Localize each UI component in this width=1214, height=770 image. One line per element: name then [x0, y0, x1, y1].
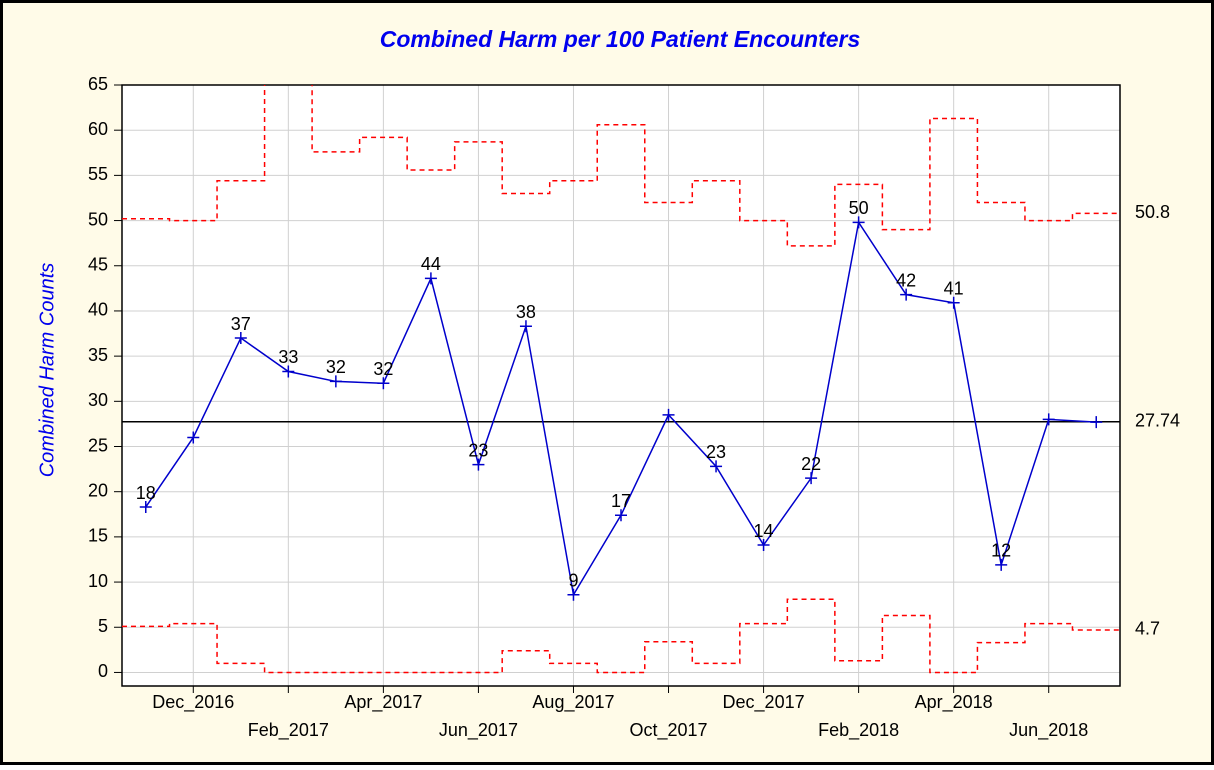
y-tick-label: 20	[88, 480, 108, 500]
x-tick-label: Dec_2016	[152, 692, 234, 713]
data-point	[995, 558, 1008, 571]
y-tick-label: 40	[88, 300, 108, 320]
data-label: 41	[944, 279, 964, 299]
data-point	[519, 320, 532, 333]
data-label: 44	[421, 254, 441, 274]
limit-label: 50.8	[1135, 202, 1170, 222]
data-point	[900, 288, 913, 301]
y-tick-label: 30	[88, 390, 108, 410]
data-label: 23	[706, 442, 726, 462]
data-label: 32	[373, 359, 393, 379]
data-label: 18	[136, 483, 156, 503]
y-tick-label: 50	[88, 209, 108, 229]
chart-title: Combined Harm per 100 Patient Encounters	[380, 26, 861, 52]
data-point	[947, 296, 960, 309]
y-axis-label: Combined Harm Counts	[36, 263, 58, 478]
y-tick-label: 60	[88, 119, 108, 139]
data-point	[424, 272, 437, 285]
data-label: 42	[896, 270, 916, 290]
data-point	[377, 377, 390, 390]
x-tick-label: Aug_2017	[532, 692, 614, 713]
limit-label: 4.7	[1135, 619, 1160, 639]
y-tick-label: 5	[98, 616, 108, 636]
x-tick-label: Oct_2017	[629, 720, 707, 741]
data-point	[757, 539, 770, 552]
data-point	[282, 365, 295, 378]
data-point	[615, 509, 627, 522]
data-point	[710, 460, 723, 473]
x-tick-label: Jun_2017	[439, 720, 518, 741]
y-tick-label: 35	[88, 345, 108, 365]
data-label: 37	[231, 314, 251, 334]
data-point	[187, 431, 200, 444]
data-point	[329, 375, 342, 388]
data-point	[1042, 413, 1055, 426]
center-line-label: 27.74	[1135, 410, 1180, 430]
control-limit	[122, 85, 1120, 247]
data-label: 50	[849, 198, 869, 218]
data-point	[662, 408, 675, 421]
x-tick-label: Apr_2018	[915, 692, 993, 713]
data-label: 12	[991, 541, 1011, 561]
data-point	[472, 458, 485, 471]
y-tick-label: 25	[88, 435, 108, 455]
data-point	[1090, 416, 1103, 429]
x-tick-label: Dec_2017	[723, 692, 805, 713]
data-label: 14	[754, 521, 774, 541]
data-label: 9	[568, 570, 578, 590]
plot-border	[121, 84, 1121, 687]
data-point	[567, 588, 580, 601]
x-tick-label: Jun_2018	[1009, 720, 1088, 741]
data-label: 33	[278, 347, 298, 367]
y-tick-label: 10	[88, 571, 108, 591]
data-label: 22	[801, 454, 821, 474]
data-label: 23	[468, 440, 488, 460]
data-point	[139, 501, 152, 514]
y-tick-label: 15	[88, 526, 108, 546]
data-label: 38	[516, 302, 536, 322]
plot-layer	[122, 85, 1120, 674]
x-tick-label: Apr_2017	[344, 692, 422, 713]
x-tick-label: Feb_2017	[248, 720, 329, 741]
data-point	[234, 332, 247, 345]
data-point	[805, 472, 818, 485]
y-tick-label: 45	[88, 255, 108, 275]
y-tick-label: 55	[88, 164, 108, 184]
data-label: 17	[611, 491, 631, 511]
x-tick-label: Feb_2018	[818, 720, 899, 741]
data-point	[852, 216, 865, 229]
data-label: 32	[326, 357, 346, 377]
y-tick-label: 65	[88, 74, 108, 94]
y-tick-label: 0	[98, 661, 108, 681]
control-limit	[122, 598, 1120, 674]
